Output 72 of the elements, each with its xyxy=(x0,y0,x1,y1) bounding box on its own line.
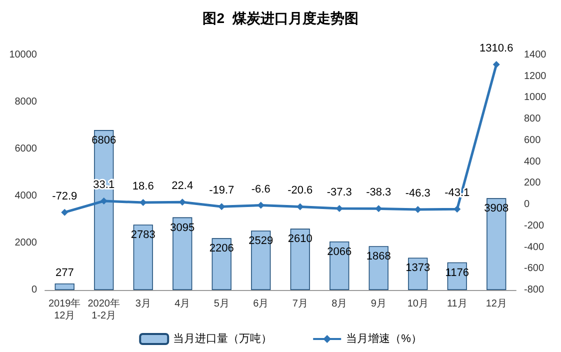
bar xyxy=(172,217,192,290)
data-label: -20.6 xyxy=(288,184,313,197)
y2-tick-label: 0 xyxy=(524,199,530,210)
y-tick-label: 4000 xyxy=(14,190,38,202)
data-label: -19.7 xyxy=(209,184,234,197)
y-tick-label: 0 xyxy=(31,284,38,296)
y2-tick-label: -400 xyxy=(524,242,544,253)
point xyxy=(454,206,461,213)
data-label: 1310.6 xyxy=(480,42,514,55)
x-tick-label: 2019年 12月 xyxy=(48,298,81,322)
bar xyxy=(94,130,114,290)
point xyxy=(492,61,500,68)
y2-tick-label: 1000 xyxy=(524,92,547,104)
bar xyxy=(212,238,232,290)
data-label: 2529 xyxy=(248,235,274,248)
legend-label: 当月进口量（万吨） xyxy=(173,332,272,345)
y2-tick-label: 400 xyxy=(524,156,542,168)
data-label: 1868 xyxy=(366,250,391,263)
data-label: 2610 xyxy=(288,233,312,246)
bar xyxy=(133,224,153,290)
data-label: -38.3 xyxy=(366,186,392,199)
bar xyxy=(290,228,310,290)
y2-tick-label: 800 xyxy=(524,114,542,125)
y2-tick-label: -600 xyxy=(524,263,544,274)
bar xyxy=(486,198,506,290)
point xyxy=(296,203,304,210)
data-label: 2066 xyxy=(327,246,352,258)
data-label: 18.6 xyxy=(132,180,154,193)
data-label: 3908 xyxy=(484,202,509,215)
data-label: -72.9 xyxy=(52,190,78,202)
data-label: 22.4 xyxy=(172,180,194,192)
data-label: 6806 xyxy=(92,134,116,147)
y2-tick-label: -800 xyxy=(524,284,544,296)
x-tick-label: 7月 xyxy=(292,298,308,310)
data-label: 2206 xyxy=(209,242,234,255)
x-tick-label: 6月 xyxy=(253,298,269,310)
data-label: -46.3 xyxy=(405,187,430,200)
x-tick-label: 10月 xyxy=(407,298,428,310)
point xyxy=(257,202,264,209)
data-label: 3095 xyxy=(170,222,195,234)
data-label: 1373 xyxy=(406,262,430,274)
data-label: 2783 xyxy=(130,229,156,242)
point xyxy=(100,198,108,205)
x-tick-label: 8月 xyxy=(332,298,348,310)
point xyxy=(61,208,68,216)
data-label: 1176 xyxy=(445,266,469,279)
y-tick-label: 2000 xyxy=(14,238,38,248)
y2-tick-label: 1400 xyxy=(524,50,547,60)
y2-tick-label: 600 xyxy=(524,134,542,146)
y2-tick-label: -200 xyxy=(524,220,544,232)
x-tick-label: 12月 xyxy=(486,298,507,310)
y-tick-label: 8000 xyxy=(14,96,38,108)
y2-tick-label: 1200 xyxy=(524,70,547,82)
x-tick-label: 4月 xyxy=(174,298,190,310)
x-tick-label: 9月 xyxy=(370,298,386,310)
bar xyxy=(251,230,271,290)
data-label: -37.3 xyxy=(326,186,352,199)
legend-label: 当月增速（%） xyxy=(346,332,422,345)
x-tick-label: 11月 xyxy=(446,298,468,310)
data-label: 33.1 xyxy=(93,179,115,192)
bar xyxy=(330,241,350,290)
y-tick-label: 10000 xyxy=(9,50,38,60)
x-tick-label: 3月 xyxy=(135,298,151,310)
x-tick-label: 5月 xyxy=(214,298,230,310)
data-label: -6.6 xyxy=(251,183,270,196)
point xyxy=(218,203,226,210)
x-tick-label: 2020年 1-2月 xyxy=(88,298,120,322)
y2-tick-label: 200 xyxy=(524,178,542,189)
bar xyxy=(54,283,74,290)
data-label: 277 xyxy=(55,266,74,279)
chart-title: 图2 煤炭进口月度走势图 xyxy=(202,10,358,26)
y-tick-label: 6000 xyxy=(14,144,38,154)
